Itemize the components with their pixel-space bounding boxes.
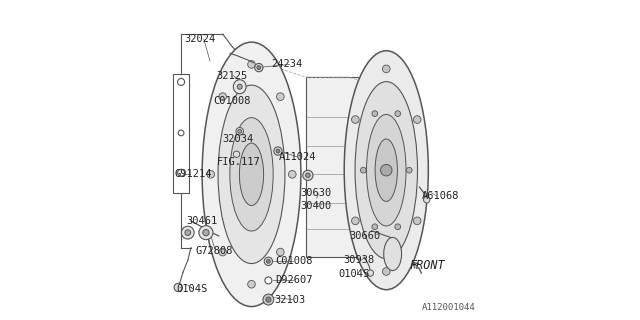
Circle shape xyxy=(383,268,390,275)
Circle shape xyxy=(351,116,359,123)
Ellipse shape xyxy=(230,118,273,231)
Text: 24234: 24234 xyxy=(271,60,303,69)
Circle shape xyxy=(207,171,214,178)
Circle shape xyxy=(367,270,374,276)
Circle shape xyxy=(199,226,213,240)
Text: 30461: 30461 xyxy=(187,216,218,226)
Circle shape xyxy=(219,93,227,100)
Ellipse shape xyxy=(384,237,401,270)
Circle shape xyxy=(303,170,313,180)
Circle shape xyxy=(266,297,271,302)
Circle shape xyxy=(372,111,378,116)
Ellipse shape xyxy=(344,51,428,290)
Circle shape xyxy=(351,217,359,225)
Circle shape xyxy=(219,248,227,256)
Circle shape xyxy=(177,78,184,85)
Ellipse shape xyxy=(355,82,417,259)
Text: 32125: 32125 xyxy=(216,71,248,81)
Ellipse shape xyxy=(234,80,246,94)
Text: FIG.117: FIG.117 xyxy=(216,156,260,167)
Circle shape xyxy=(276,248,284,256)
Circle shape xyxy=(238,129,242,133)
Circle shape xyxy=(265,277,272,284)
Circle shape xyxy=(257,66,260,69)
Circle shape xyxy=(413,116,421,123)
Text: 0104S: 0104S xyxy=(176,284,207,294)
Text: G72808: G72808 xyxy=(196,246,233,256)
Circle shape xyxy=(406,167,412,173)
Circle shape xyxy=(381,164,392,176)
Ellipse shape xyxy=(239,143,264,205)
Circle shape xyxy=(248,280,255,288)
Text: D92607: D92607 xyxy=(275,276,312,285)
Bar xyxy=(306,77,365,257)
Circle shape xyxy=(413,217,421,225)
Text: 30400: 30400 xyxy=(300,201,332,211)
Text: A112001044: A112001044 xyxy=(422,303,476,312)
Circle shape xyxy=(236,127,244,135)
Circle shape xyxy=(395,224,401,230)
Text: FRONT: FRONT xyxy=(410,259,445,272)
Circle shape xyxy=(274,147,282,155)
Circle shape xyxy=(203,229,209,236)
Text: 32103: 32103 xyxy=(275,294,306,305)
Circle shape xyxy=(424,197,430,203)
Text: 30630: 30630 xyxy=(300,188,332,198)
Circle shape xyxy=(177,169,184,176)
Circle shape xyxy=(360,167,366,173)
Text: A61068: A61068 xyxy=(421,191,459,201)
Circle shape xyxy=(264,257,273,266)
Text: A11024: A11024 xyxy=(279,152,317,162)
Circle shape xyxy=(174,283,182,292)
Bar xyxy=(173,74,189,194)
Circle shape xyxy=(255,63,263,72)
Circle shape xyxy=(181,226,194,239)
Circle shape xyxy=(276,93,284,100)
Text: 30660: 30660 xyxy=(349,231,381,241)
Circle shape xyxy=(395,111,401,116)
Circle shape xyxy=(289,171,296,178)
Circle shape xyxy=(263,294,274,305)
Circle shape xyxy=(178,130,184,136)
Ellipse shape xyxy=(218,85,285,264)
Circle shape xyxy=(372,224,378,230)
Ellipse shape xyxy=(375,139,397,201)
Text: 0104S: 0104S xyxy=(339,269,370,279)
Text: 32034: 32034 xyxy=(223,134,254,144)
Ellipse shape xyxy=(202,42,301,307)
Circle shape xyxy=(266,260,270,263)
Circle shape xyxy=(306,173,310,178)
Text: C01008: C01008 xyxy=(275,256,312,266)
Circle shape xyxy=(383,65,390,73)
Circle shape xyxy=(185,230,191,236)
Text: G91214: G91214 xyxy=(174,169,212,179)
Text: C01008: C01008 xyxy=(213,96,251,106)
Circle shape xyxy=(237,84,243,89)
Text: 32024: 32024 xyxy=(184,34,216,44)
Text: 30938: 30938 xyxy=(343,255,374,265)
Circle shape xyxy=(234,151,240,157)
Circle shape xyxy=(276,149,280,153)
Circle shape xyxy=(248,60,255,68)
Ellipse shape xyxy=(367,115,406,226)
